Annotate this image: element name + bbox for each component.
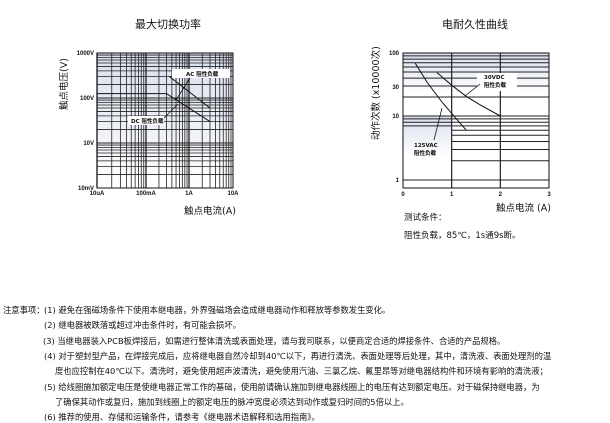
note-item: (3) 当继电器装入PCB板焊接后，如需进行整体清洗或表面处理，请与我司联系，以… [43, 335, 506, 346]
charts-canvas: AC 阻性负载 DC 阻性负载 10mV 10V 100V 1000V 10uA 100mA 1… [77, 51, 552, 198]
chart1-series-line [169, 76, 211, 109]
chart1-ac-label-bg [172, 69, 230, 78]
chart1-y-tick: 1000V [77, 51, 94, 57]
chart2-x-tick: 0 [401, 192, 405, 198]
chart1-x-tick: 1A [185, 191, 193, 197]
chart2-dc-label-bg [477, 73, 517, 91]
chart2-ac-arrow [433, 107, 443, 141]
chart1-x-tick: 10uA [90, 191, 105, 197]
chart1-y-tick: 10mV [78, 186, 94, 192]
chart1-y-tick: 100V [80, 96, 94, 102]
note-item: 度也应控制在40℃以下。清洗时，避免使用超声波清洗，避免使用汽油、三氯乙烷、氟里… [55, 366, 548, 377]
chart1-series-line [97, 93, 211, 122]
note-item: (1) 避免在强磁场条件下使用本继电器，外界强磁场会造成继电器动作和释放等参数发… [44, 305, 391, 315]
chart2-y-tick: 30 [392, 85, 399, 91]
chart2-x-tick: 2 [499, 192, 503, 198]
chart1-dc-label-bg [128, 116, 164, 125]
chart2-title: 电耐久性曲线 [442, 18, 508, 31]
chart1-y-tick: 10V [83, 141, 94, 147]
chart2-x-tick: 3 [547, 192, 551, 198]
chart1-ac-arrow [175, 77, 191, 101]
chart1-x-tick: 10A [227, 191, 239, 197]
chart2-y-tick: 100 [389, 51, 400, 57]
chart2-series-line [436, 72, 501, 117]
test-conditions-text: 阻性负载，85℃，1s通9s断。 [404, 231, 521, 241]
chart2-series-line [414, 62, 467, 131]
chart1-dc-arrow [163, 103, 179, 119]
chart1-title: 最大切换功率 [135, 18, 201, 31]
chart2-y-tick: 10 [392, 114, 399, 120]
chart2-y-tick: 1 [396, 178, 400, 184]
chart1-frame [96, 52, 234, 189]
chart1-dc-label: DC 阻性负载 [131, 117, 164, 125]
note-item: (2) 继电器被跌落或超过冲击条件时，有可能会损坏。 [44, 320, 241, 331]
chart2-x-tick: 1 [450, 192, 454, 198]
chart2-ac-label: 125VAC 阻性负载 [414, 143, 438, 157]
note-item: (5) 给线圈施加额定电压是使继电器正常工作的基础，使用前请确认施加到继电器线圈… [44, 381, 540, 392]
chart2-xlabel: 触点电流 (A) [496, 203, 551, 214]
chart2-dc-arrow [464, 83, 481, 97]
chart1-xlabel: 触点电流(A) [184, 206, 236, 217]
notes-label: 注意事项： [3, 305, 45, 315]
note-item: (4) 对于塑封型产品，在焊接完成后，应将继电器自然冷却到40℃以下，再进行清洗… [44, 350, 552, 361]
chart1-ac-label: AC 阻性负载 [186, 70, 219, 78]
chart2-dc-label: 30VDC 阻性负载 [484, 75, 507, 89]
chart1-x-tick: 100mA [136, 191, 156, 197]
chart2-frame [402, 52, 550, 189]
note-item: (6) 推荐的使用、存储和运输条件，请参考《继电器术语解释和选用指南》。 [44, 412, 320, 423]
test-conditions-title: 测试条件： [404, 213, 447, 223]
note-item: 了确保其动作或复归，施加到线圈上的额定电压的脉冲宽度必须达到动作或复归时间的5倍… [55, 396, 409, 407]
